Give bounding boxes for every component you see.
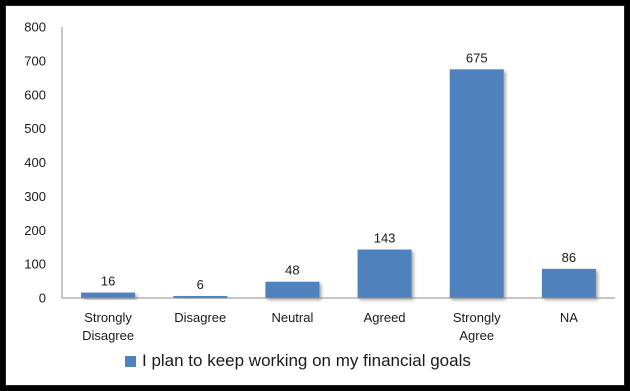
y-tick-label: 300 [24,189,46,204]
legend-label: I plan to keep working on my financial g… [142,351,471,370]
x-tick-label: Strongly Disagree [82,310,134,343]
data-label: 16 [101,274,115,289]
bar [173,295,228,298]
bar [81,292,136,298]
y-tick-label: 0 [39,291,46,306]
x-axis: Strongly Disagree Disagree Neutral Agreed Str… [62,297,615,343]
bar [449,69,504,298]
legend-swatch [125,355,136,367]
y-tick-label: 600 [24,87,46,102]
x-tick-label: Agreed [364,310,406,325]
y-tick-label: 100 [24,257,46,272]
data-label: 675 [466,50,488,65]
bar [265,281,320,298]
bar [541,268,596,298]
data-label: 6 [197,277,204,292]
y-tick-label: 500 [24,121,46,136]
y-tick-label: 700 [24,53,46,68]
y-axis: 0 100 200 300 400 500 600 700 800 [24,20,63,306]
legend: I plan to keep working on my financial g… [125,350,471,372]
bars-group: 16 6 48 143 675 86 [81,50,596,298]
y-tick-label: 200 [24,223,46,238]
x-tick-label: NA [560,310,578,325]
data-label: 86 [562,250,576,265]
x-tick-label: Neutral [271,310,313,325]
bar [357,249,412,298]
x-tick-label: Strongly Agree [453,310,501,343]
y-tick-label: 400 [24,155,46,170]
x-tick-label: Disagree [174,310,226,325]
y-tick-label: 800 [24,20,46,35]
data-label: 48 [285,263,299,278]
data-label: 143 [374,231,396,246]
